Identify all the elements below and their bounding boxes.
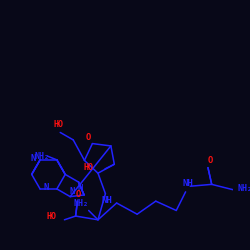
Text: N: N [31, 154, 36, 162]
Text: NH₂: NH₂ [238, 184, 250, 192]
Text: N: N [44, 182, 49, 192]
Text: O: O [76, 190, 81, 199]
Text: O: O [86, 132, 91, 141]
Text: N: N [69, 186, 75, 196]
Text: NH: NH [182, 179, 193, 188]
Text: HO: HO [53, 120, 63, 130]
Text: NH: NH [102, 196, 113, 205]
Text: HO: HO [84, 162, 94, 172]
Text: NH₂: NH₂ [74, 198, 89, 207]
Text: NH₂: NH₂ [34, 152, 50, 161]
Text: O: O [207, 156, 212, 165]
Text: N: N [78, 184, 83, 193]
Text: HO: HO [47, 212, 57, 220]
